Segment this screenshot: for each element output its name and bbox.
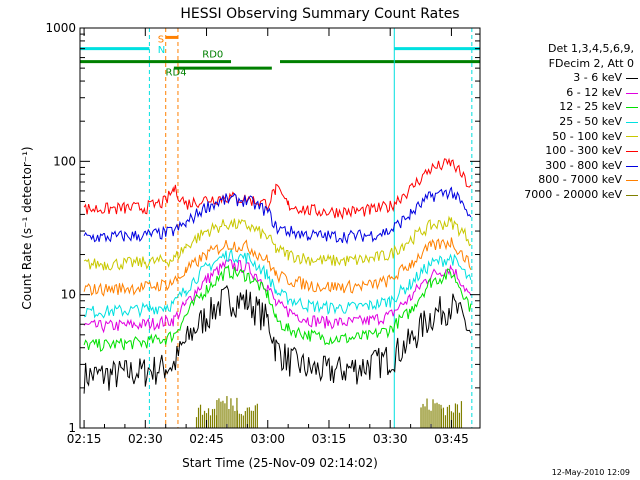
legend-header-det: Det 1,3,4,5,6,9, (547, 42, 634, 55)
legend-swatch (626, 165, 638, 167)
series-line-2 (83, 264, 472, 352)
annotation-rd0: RD0 (202, 50, 223, 61)
legend-entry: 7000 - 20000 keV (496, 188, 638, 203)
y-tick-label: 100 (53, 154, 76, 168)
legend-swatch (626, 121, 638, 123)
legend-swatch (626, 180, 638, 182)
x-axis-label: Start Time (25-Nov-09 02:14:02) (182, 456, 378, 470)
x-tick-label: 03:15 (312, 432, 347, 446)
legend-label: 7000 - 20000 keV (524, 187, 622, 201)
legend-label: 3 - 6 keV (573, 71, 622, 85)
series-line-7 (83, 237, 472, 297)
chart-title: HESSI Observing Summary Count Rates (180, 6, 459, 22)
plot-frame (79, 27, 481, 429)
legend-entry: 3 - 6 keV (496, 71, 638, 86)
annotation-s: S (158, 34, 164, 45)
x-tick-label: 03:30 (373, 432, 408, 446)
legend-swatch (626, 92, 638, 94)
series-line-5 (83, 157, 472, 220)
legend-swatch (626, 194, 638, 196)
series-line-0 (83, 284, 472, 394)
y-tick-label: 1 (68, 421, 76, 435)
x-tick-label: 02:15 (67, 432, 102, 446)
legend-swatch (626, 150, 638, 152)
legend-label: 50 - 100 keV (552, 129, 622, 143)
legend: Det 1,3,4,5,6,9, FDecim 2, Att 0 3 - 6 k… (496, 42, 638, 203)
legend-entry: 100 - 300 keV (496, 144, 638, 159)
legend-label: 6 - 12 keV (566, 85, 622, 99)
x-tick-label: 02:30 (128, 432, 163, 446)
series-line-4 (83, 215, 472, 271)
legend-label: 300 - 800 keV (545, 158, 622, 172)
timestamp: 12-May-2010 12:09 (551, 468, 630, 477)
legend-entry: 25 - 50 keV (496, 115, 638, 130)
x-tick-label: 03:00 (250, 432, 285, 446)
legend-swatch (626, 77, 638, 79)
legend-swatch (626, 136, 638, 138)
x-tick-label: 03:45 (434, 432, 469, 446)
legend-entry: 6 - 12 keV (496, 86, 638, 101)
legend-entry: 300 - 800 keV (496, 159, 638, 174)
series-line-6 (83, 186, 472, 245)
legend-label: 800 - 7000 keV (538, 173, 622, 187)
legend-label: 25 - 50 keV (559, 114, 622, 128)
annotation-rd4: RD4 (166, 68, 187, 79)
x-tick-label: 02:45 (189, 432, 224, 446)
legend-entry: 800 - 7000 keV (496, 173, 638, 188)
y-axis-label: Count Rate (s⁻¹ detector⁻¹) (20, 146, 34, 309)
annotation-n: N (158, 45, 165, 56)
legend-entry: 12 - 25 keV (496, 100, 638, 115)
y-tick-label: 1000 (45, 21, 76, 35)
legend-swatch (626, 107, 638, 109)
series-line-1 (83, 258, 472, 334)
y-tick-label: 10 (61, 288, 76, 302)
legend-label: 100 - 300 keV (545, 144, 622, 158)
legend-header-att: FDecim 2, Att 0 (548, 56, 634, 70)
legend-entry: 50 - 100 keV (496, 130, 638, 145)
legend-label: 12 - 25 keV (559, 100, 622, 114)
series-line-3 (84, 247, 472, 319)
